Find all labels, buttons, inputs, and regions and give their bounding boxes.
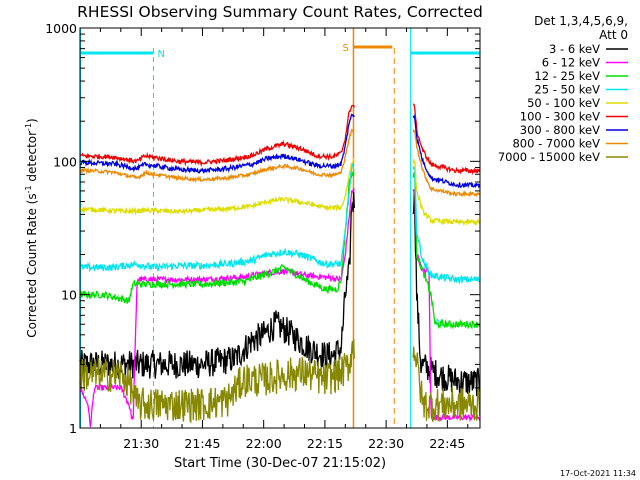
saa-flag-label: S <box>342 43 348 54</box>
legend-label: 50 - 100 keV <box>527 96 600 110</box>
legend-label: 6 - 12 keV <box>542 56 600 70</box>
series-line-7 <box>79 128 481 198</box>
y-axis-label: Corrected Count Rate (s-1 detector-1) <box>24 118 39 337</box>
series-line-6 <box>79 113 481 189</box>
x-tick-label: 22:45 <box>429 436 465 451</box>
series-line-8 <box>79 338 481 424</box>
series-line-0 <box>79 191 481 397</box>
y-tick-label: 10 <box>61 288 77 303</box>
axes-layer: 21:30 21:45 22:00 22:15 22:30 22:45 1 10 100 1000 <box>45 21 480 451</box>
legend-label: 12 - 25 keV <box>534 69 600 83</box>
legend-header-line-2: Att 0 <box>599 28 628 42</box>
legend-label: 800 - 7000 keV <box>512 137 600 151</box>
legend-header-line-1: Det 1,3,4,5,6,9, <box>534 14 628 28</box>
y-tick-label: 1000 <box>45 21 77 36</box>
chart-title: RHESSI Observing Summary Count Rates, Co… <box>77 3 483 21</box>
night-flag-label: N <box>157 49 164 60</box>
x-axis-label: Start Time (30-Dec-07 21:15:02) <box>174 456 386 471</box>
series-line-4 <box>79 157 481 227</box>
footer-timestamp: 17-Oct-2021 11:34 <box>560 469 636 478</box>
x-tick-label: 21:30 <box>123 436 159 451</box>
plot-frame <box>79 27 481 429</box>
y-tick-label: 100 <box>53 154 77 169</box>
night-flag-label: N <box>436 318 443 329</box>
x-tick-label: 22:30 <box>368 436 404 451</box>
legend-label: 100 - 300 keV <box>520 110 600 124</box>
x-tick-label: 22:00 <box>246 436 282 451</box>
y-tick-label: 1 <box>69 421 77 436</box>
legend-label: 25 - 50 keV <box>534 83 600 97</box>
legend-label: 3 - 6 keV <box>549 42 600 56</box>
series-line-2 <box>79 171 481 330</box>
x-tick-label: 21:45 <box>184 436 220 451</box>
legend-label: 7000 - 15000 keV <box>498 150 600 164</box>
x-tick-label: 22:15 <box>307 436 343 451</box>
series-line-3 <box>79 162 481 285</box>
legend-label: 300 - 800 keV <box>520 123 600 137</box>
series-line-5 <box>79 103 481 176</box>
